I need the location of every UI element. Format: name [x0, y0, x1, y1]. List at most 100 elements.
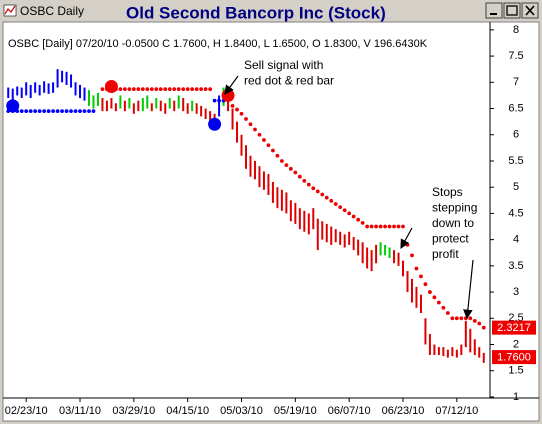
stop-dot [136, 87, 141, 92]
stop-dot [257, 132, 262, 137]
stop-dot [253, 127, 257, 132]
x-tick-label: 02/23/10 [5, 405, 48, 417]
maximize-button[interactable] [503, 2, 521, 19]
stop-dot [468, 316, 473, 321]
y-tick-label: 5.5 [508, 155, 523, 167]
stop-dot [428, 290, 432, 294]
stop-dot [158, 87, 163, 92]
x-tick-label: 06/07/10 [328, 405, 371, 417]
annotation: protect [432, 232, 469, 246]
y-tick-label: 8 [513, 24, 519, 36]
stop-dot [64, 109, 69, 114]
y-tick-label: 5 [513, 181, 519, 193]
stop-dot [450, 316, 455, 321]
y-tick-label: 4 [513, 234, 519, 246]
annotation: down to [432, 216, 474, 230]
stop-dot [51, 109, 56, 114]
stop-dot [396, 224, 401, 229]
stop-dot [46, 109, 51, 114]
stop-dot [82, 109, 87, 114]
window-buttons [485, 2, 539, 19]
x-tick-label: 03/11/10 [59, 405, 101, 417]
stop-dot [203, 87, 208, 92]
stop-dot [365, 224, 370, 229]
y-tick-label: 3 [513, 286, 519, 298]
stop-dot [302, 178, 307, 183]
stop-dot [163, 87, 168, 92]
stop-dot [436, 300, 441, 305]
y-tick-label: 1 [513, 391, 519, 403]
stop-dot [122, 87, 127, 92]
stop-dot [131, 87, 136, 92]
stop-dot [477, 321, 482, 326]
x-tick-label: 07/12/10 [435, 405, 478, 417]
stop-dot [356, 217, 361, 222]
stop-dot [374, 224, 378, 229]
stop-dot [414, 266, 419, 271]
stop-dot [423, 282, 428, 287]
y-tick-label: 4.5 [508, 207, 523, 219]
y-tick-label: 7.5 [508, 50, 523, 62]
stop-dot [176, 87, 181, 92]
stop-dot [100, 87, 105, 92]
signal-dot [104, 80, 118, 94]
stop-dot [212, 98, 217, 103]
stop-dot [37, 109, 42, 114]
annotation: Stops [432, 185, 463, 199]
stop-dot [306, 182, 311, 187]
price-label: 1.7600 [497, 352, 531, 364]
stop-dot [217, 98, 221, 103]
info-line: OSBC [Daily] 07/20/10 -0.0500 C 1.7600, … [8, 38, 428, 50]
window-icon-line [4, 5, 16, 15]
stop-dot [118, 87, 123, 92]
stop-dot [244, 117, 248, 121]
stop-dot [230, 104, 235, 108]
stop-dot [392, 224, 396, 229]
stop-dot [387, 224, 392, 229]
y-tick-label: 6 [513, 129, 519, 141]
annotation: red dot & red bar [244, 74, 334, 88]
stop-dot [33, 109, 38, 114]
chart-area [2, 21, 540, 422]
stop-dot [288, 166, 293, 171]
stop-dot [190, 87, 195, 92]
chart-title: Old Second Bancorp Inc (Stock) [126, 3, 386, 22]
close-icon [525, 5, 535, 16]
stop-dot [55, 109, 60, 114]
stop-dot [459, 316, 464, 321]
stop-dot [24, 109, 29, 114]
stop-dot [351, 214, 356, 219]
stop-dot [320, 192, 325, 197]
y-tick-label: 6.5 [508, 102, 523, 114]
stop-dot [235, 107, 239, 112]
stop-dot [181, 87, 186, 92]
stop-dot [167, 87, 172, 92]
stop-dot [342, 208, 347, 213]
stop-dot [432, 295, 437, 300]
stop-dot [91, 109, 96, 114]
x-tick-label: 05/03/10 [220, 405, 263, 417]
stop-dot [140, 87, 145, 92]
stop-dot [271, 148, 275, 153]
stop-dot [419, 274, 423, 279]
stop-dot [338, 205, 343, 210]
stop-dot [405, 242, 410, 247]
stop-dot [185, 87, 190, 92]
stop-dot [69, 109, 73, 114]
stop-dot [149, 87, 154, 92]
annotation: profit [432, 247, 459, 261]
stop-dot [42, 109, 47, 114]
x-tick-label: 05/19/10 [274, 405, 317, 417]
stop-dot [311, 186, 316, 191]
x-tick-label: 06/23/10 [382, 405, 425, 417]
minimize-button[interactable] [485, 2, 503, 19]
stop-dot [208, 87, 213, 92]
annotation: Sell signal with [244, 58, 323, 72]
stop-dot [194, 87, 199, 92]
stop-dot [333, 202, 338, 206]
window-title: OSBC Daily [20, 4, 84, 18]
stop-dot [172, 87, 177, 92]
stop-dot [279, 159, 284, 163]
